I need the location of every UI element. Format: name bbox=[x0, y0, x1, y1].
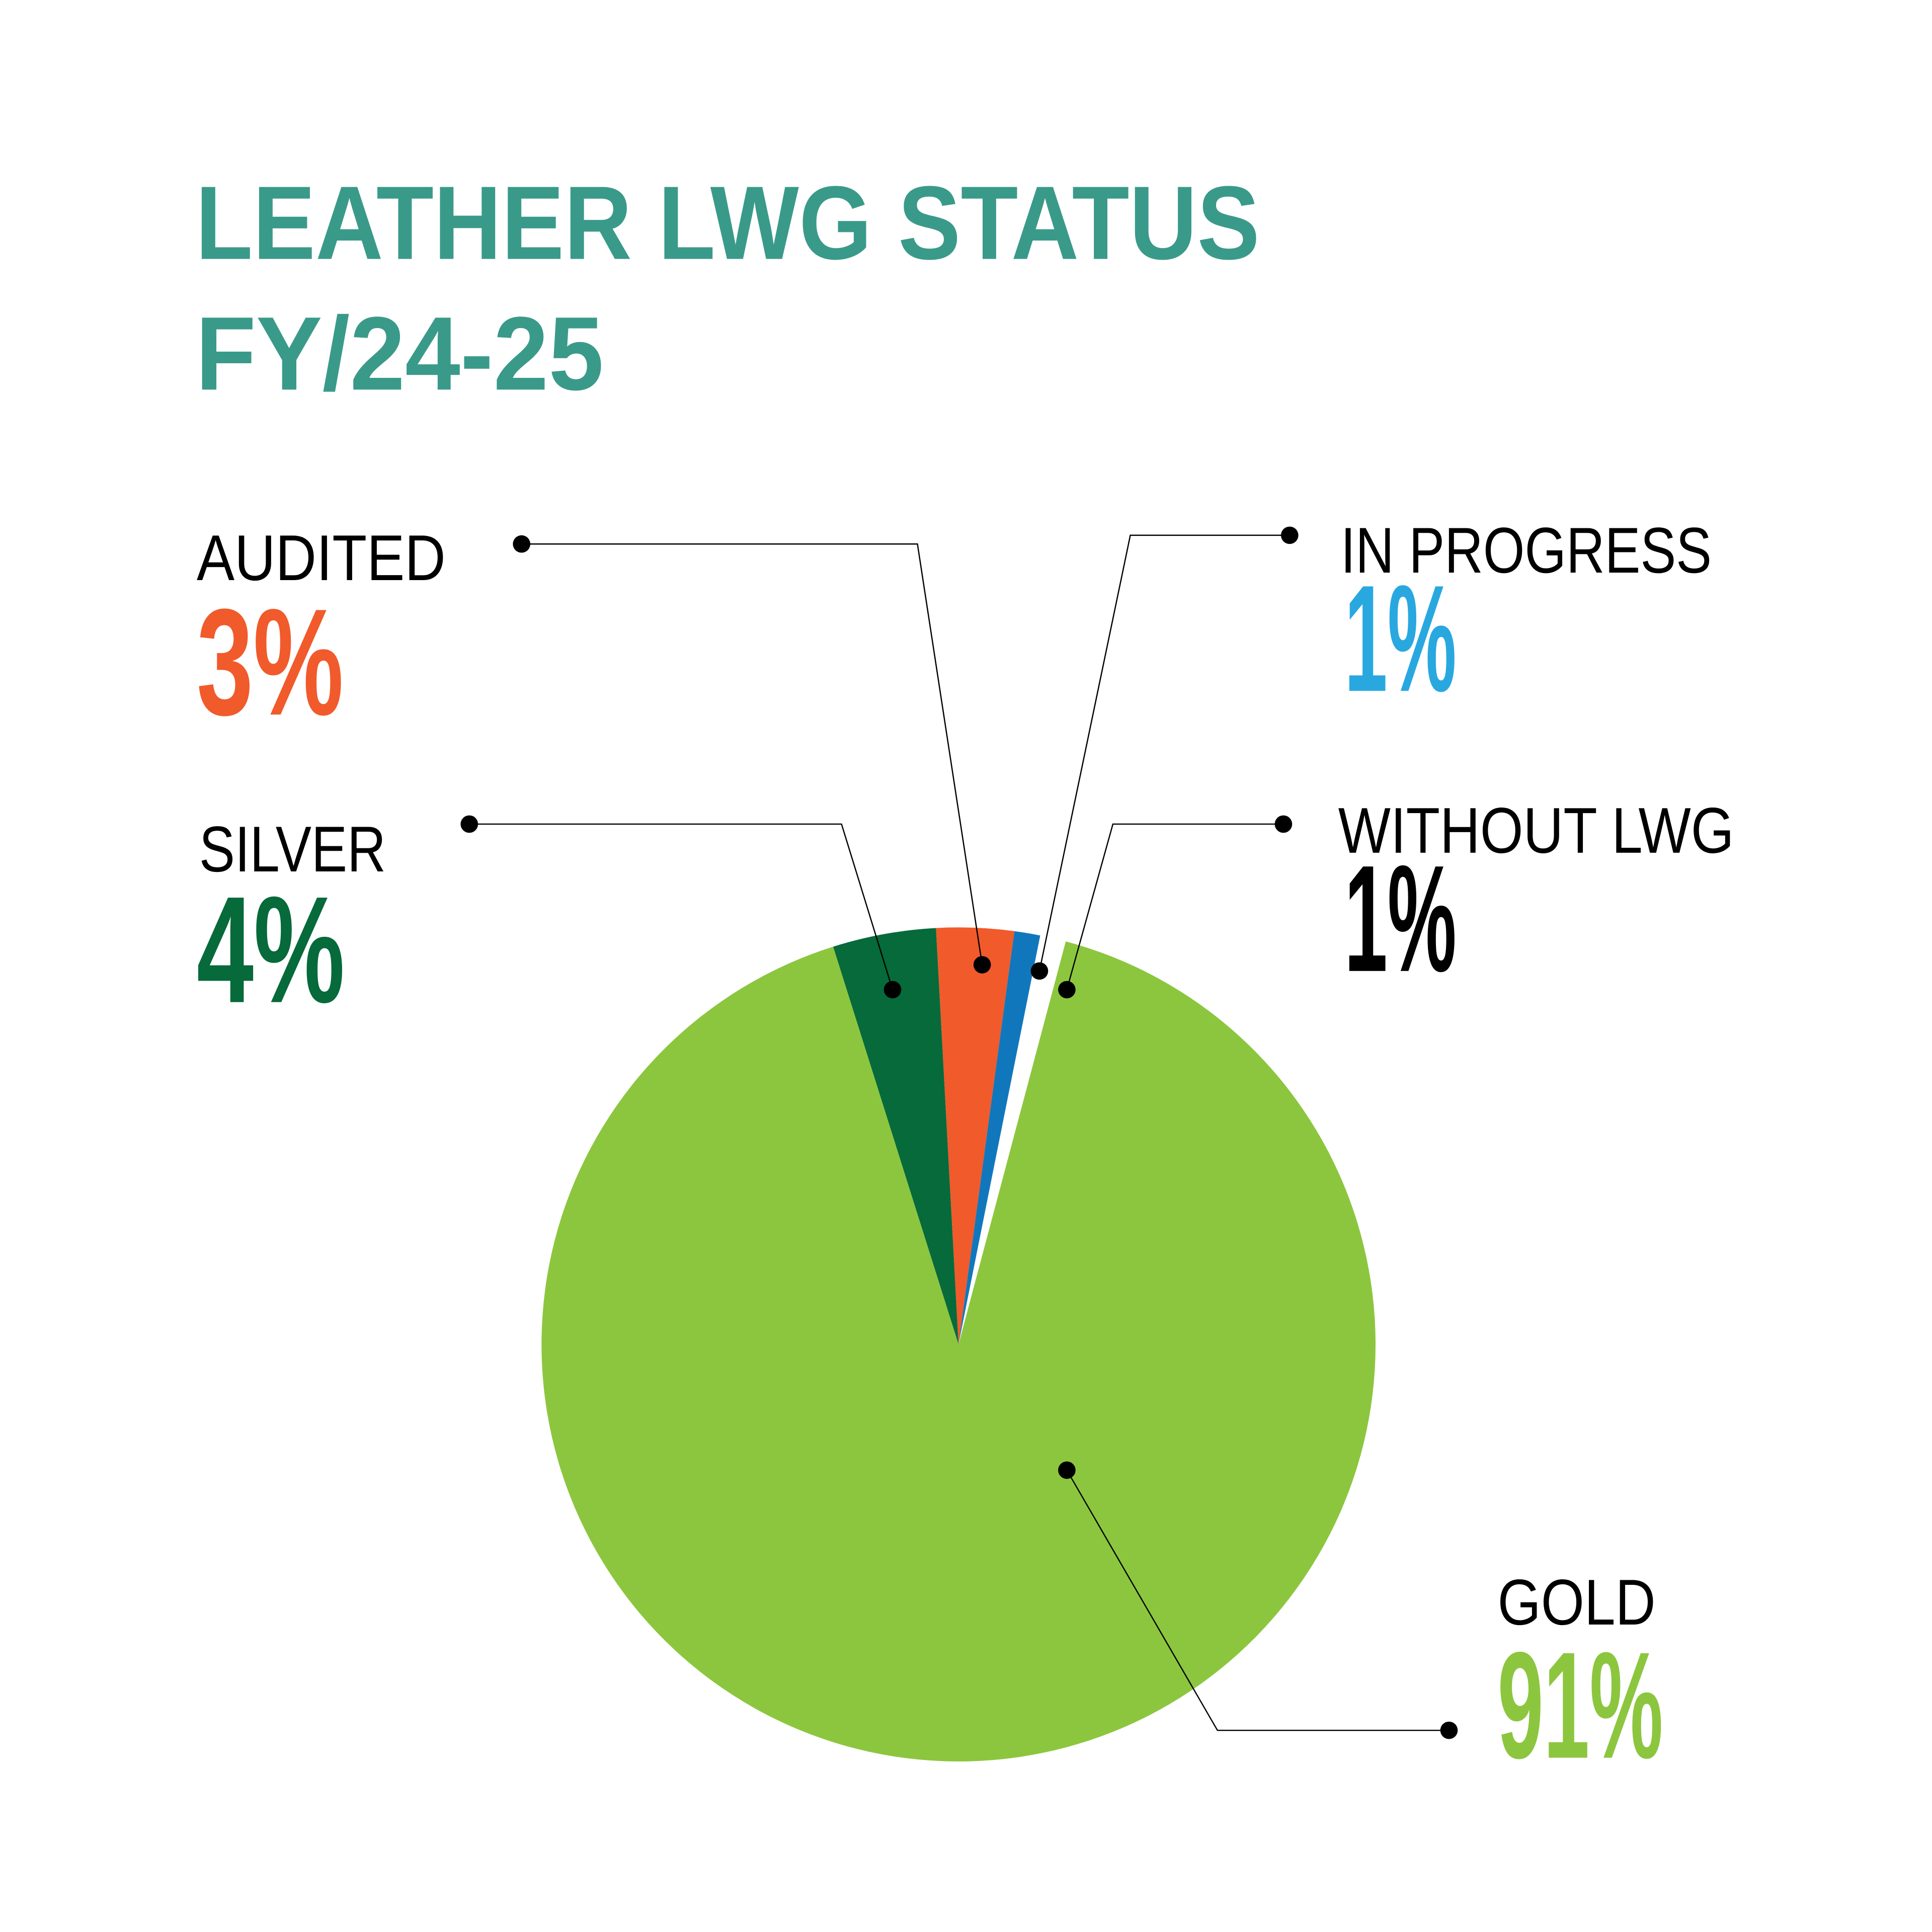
leader-lines bbox=[460, 526, 1458, 1739]
leader-dot-without-lwg bbox=[1274, 815, 1293, 833]
pie-slice-gold bbox=[541, 941, 1376, 1762]
leader-dot-silver bbox=[883, 981, 902, 999]
label-in-progress: IN PROGRESS bbox=[1341, 515, 1712, 587]
leader-dot-audited bbox=[973, 956, 991, 974]
label-silver: SILVER bbox=[199, 814, 386, 886]
label-without-lwg: WITHOUT LWG bbox=[1338, 795, 1734, 867]
pie-slices bbox=[541, 927, 1376, 1762]
leader-line-in-progress bbox=[1038, 534, 1290, 972]
value-without-lwg: 1% bbox=[1344, 834, 1457, 1003]
pie-slice-silver bbox=[833, 928, 959, 1345]
leader-dot-without-lwg bbox=[1058, 981, 1076, 999]
leader-line-audited bbox=[521, 543, 983, 965]
pie-slice-in-progress bbox=[958, 931, 1040, 1345]
leader-dot-audited bbox=[513, 535, 531, 553]
leader-dot-in-progress bbox=[1280, 526, 1299, 544]
value-gold: 91% bbox=[1497, 1621, 1663, 1790]
chart-title: LEATHER LWG STATUS bbox=[195, 165, 1259, 282]
pie-slice-audited bbox=[936, 927, 1015, 1345]
leader-dot-in-progress bbox=[1030, 962, 1049, 980]
chart-subtitle: FY/24-25 bbox=[195, 295, 604, 412]
leader-line-without-lwg bbox=[1066, 823, 1283, 990]
leader-dot-gold bbox=[1440, 1721, 1458, 1739]
value-in-progress: 1% bbox=[1344, 553, 1457, 723]
value-audited: 3% bbox=[197, 577, 344, 747]
leader-dot-silver bbox=[460, 815, 478, 833]
leader-dot-gold bbox=[1058, 1461, 1076, 1479]
leader-line-silver bbox=[469, 823, 894, 990]
value-silver: 4% bbox=[197, 865, 345, 1034]
label-audited: AUDITED bbox=[197, 522, 446, 594]
label-gold: GOLD bbox=[1497, 1567, 1655, 1639]
leader-line-gold bbox=[1066, 1470, 1449, 1731]
pie-slice-without-lwg bbox=[958, 935, 1066, 1345]
